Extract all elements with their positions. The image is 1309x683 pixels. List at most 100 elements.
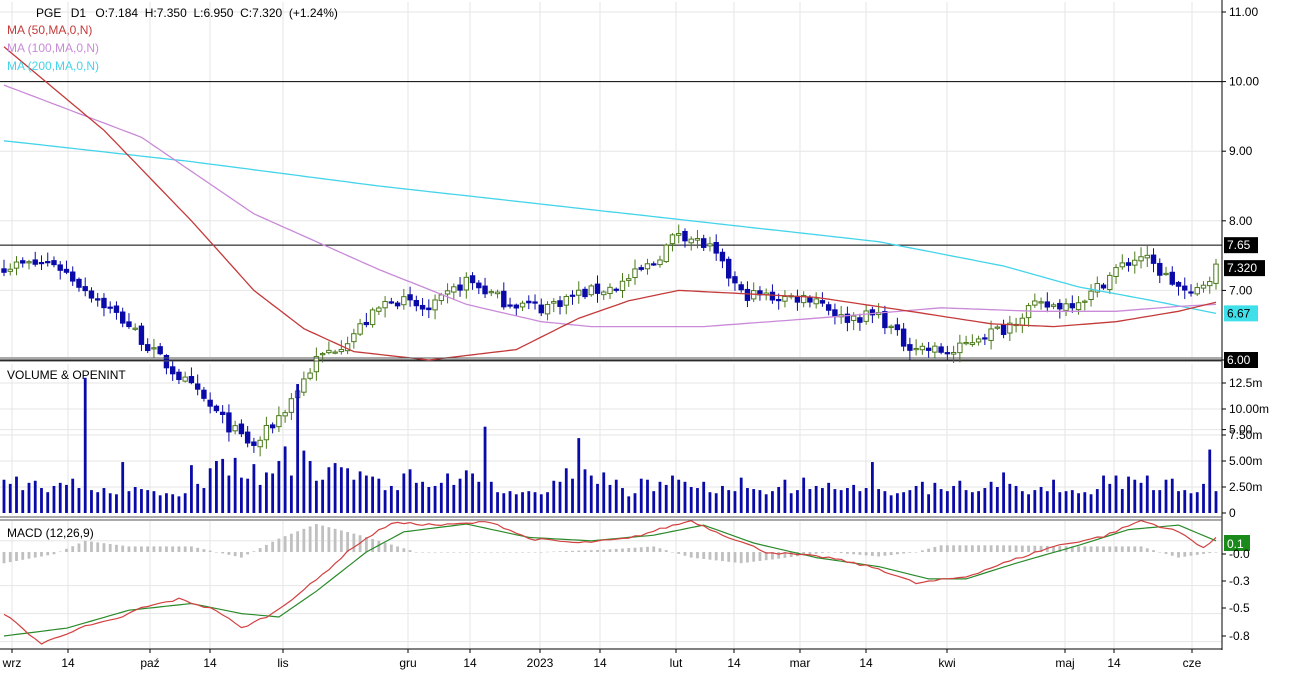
volume-bar: [983, 488, 987, 513]
macd-histogram-bar: [202, 549, 206, 552]
candle-body: [1082, 300, 1088, 303]
volume-bar: [964, 490, 968, 513]
macd-histogram-bar: [102, 543, 106, 552]
candle-body: [338, 348, 345, 353]
volume-bar: [808, 489, 812, 513]
macd-histogram-bar: [8, 552, 12, 563]
candle-body: [457, 284, 463, 291]
volume-bar: [1164, 479, 1168, 513]
ma200-legend[interactable]: MA (200,MA,0,N): [7, 59, 100, 73]
candle-body: [1138, 256, 1144, 262]
volume-bar: [796, 490, 799, 513]
volume-bar: [289, 475, 293, 513]
candle-body: [919, 345, 926, 351]
candle-body: [263, 424, 270, 441]
macd-histogram-bar: [1102, 546, 1105, 552]
candle-body: [469, 275, 476, 284]
candle-body: [426, 307, 432, 311]
macd-histogram-bar: [383, 542, 387, 552]
volume-bar: [752, 489, 756, 513]
volume-bar: [233, 457, 237, 513]
candle-body: [669, 234, 676, 245]
ma100-legend[interactable]: MA (100,MA,0,N): [7, 41, 100, 55]
macd-histogram-bar: [677, 552, 681, 554]
candle-body: [882, 310, 888, 329]
macd-histogram-bar: [240, 552, 243, 558]
macd-histogram-bar: [621, 548, 624, 552]
volume-bar: [658, 481, 662, 513]
volume-bars: [2, 377, 1218, 513]
macd-histogram-bar: [664, 550, 668, 552]
macd-histogram-bar: [758, 552, 762, 561]
volume-bar: [889, 495, 893, 513]
macd-histogram-bar: [321, 525, 325, 552]
macd-histogram-bar: [58, 551, 62, 553]
macd-histogram-bar: [652, 546, 656, 552]
macd-histogram-bar: [1177, 552, 1180, 558]
ma50-legend[interactable]: MA (50,MA,0,N): [7, 23, 93, 37]
volume-bar: [271, 473, 275, 513]
volume-bar: [314, 480, 318, 513]
macd-histogram-bar: [233, 552, 237, 557]
candle-body: [45, 261, 51, 264]
candle-body: [357, 323, 363, 335]
macd-histogram-bar: [433, 552, 437, 553]
macd-histogram-bar: [1164, 552, 1168, 554]
volume-bar: [945, 491, 949, 513]
volume-bar: [846, 488, 849, 513]
candle-body: [607, 286, 613, 295]
volume-bar: [683, 481, 687, 513]
macd-histogram-bar: [877, 552, 881, 557]
macd-histogram-bar: [558, 551, 562, 552]
macd-histogram-bar: [814, 552, 818, 554]
macd-histogram-bar: [227, 552, 231, 555]
macd-histogram-bar: [746, 552, 749, 563]
candle-body: [726, 258, 732, 279]
candle-body: [419, 304, 426, 310]
volume-bar: [40, 488, 43, 513]
candle-body: [301, 378, 307, 393]
volume-bar: [1183, 490, 1187, 513]
macd-histogram-bar: [1214, 552, 1218, 553]
volume-bar: [1127, 476, 1130, 513]
macd-histogram-bar: [377, 540, 381, 552]
volume-bar: [821, 488, 824, 513]
macd-histogram-bar: [733, 552, 737, 563]
macd-histogram-bar: [1002, 545, 1005, 552]
volume-bar: [939, 489, 943, 513]
candle-body: [176, 371, 182, 381]
horizontal-levels: [0, 81, 1222, 361]
candle-body: [1213, 263, 1219, 284]
macd-histogram-bar: [589, 550, 593, 552]
macd-histogram-bar: [571, 550, 574, 552]
x-tick-label: kwi: [938, 656, 955, 670]
macd-histogram-bar: [421, 552, 424, 553]
macd-histogram-bar: [1089, 546, 1093, 552]
volume-bar: [252, 464, 256, 513]
candle-body: [732, 276, 738, 284]
volume-bar: [970, 492, 974, 513]
macd-histogram-bar: [46, 552, 50, 556]
macd-histogram-bar: [1058, 546, 1062, 552]
candle-body: [569, 294, 576, 297]
volume-bar: [489, 481, 493, 513]
volume-tick-label: 0: [1229, 506, 1236, 520]
price-tick-label: 7.00: [1229, 283, 1253, 297]
macd-histogram-bar: [339, 530, 343, 552]
macd-histogram-bar: [958, 545, 962, 552]
candle-body: [1063, 303, 1069, 311]
macd-histogram-bar: [96, 542, 100, 552]
volume-bar: [1014, 485, 1018, 513]
macd-histogram-bar: [546, 551, 549, 553]
candle-body: [769, 291, 776, 301]
candle-body: [126, 321, 132, 328]
timeframe-label: D1: [70, 6, 87, 20]
x-tick-label: 14: [203, 656, 217, 670]
candle-body: [257, 439, 263, 448]
macd-histogram-bar: [1095, 546, 1099, 552]
candle-body: [476, 282, 482, 289]
volume-bar: [483, 426, 487, 513]
macd-histogram-bar: [464, 552, 468, 553]
